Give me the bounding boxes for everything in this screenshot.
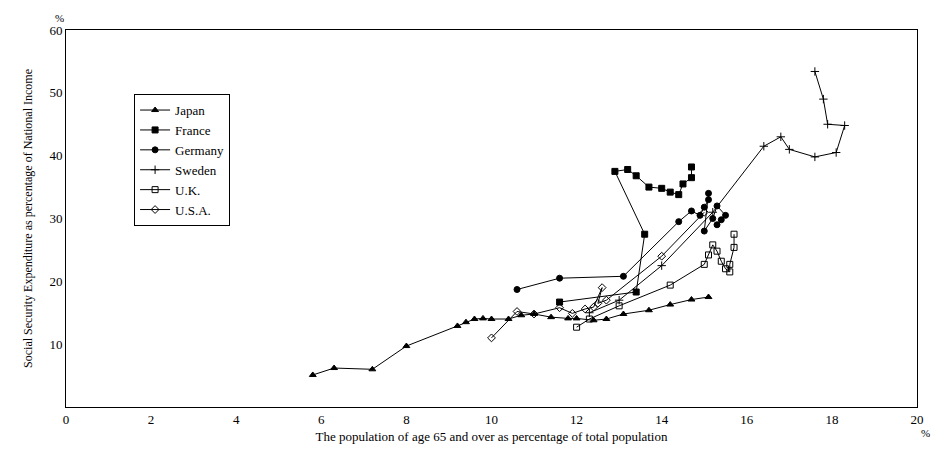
svg-text:12: 12 xyxy=(570,412,583,427)
svg-text:2: 2 xyxy=(148,412,155,427)
svg-text:%: % xyxy=(55,12,64,24)
svg-text:30: 30 xyxy=(49,211,62,226)
svg-text:16: 16 xyxy=(740,412,754,427)
svg-text:U.K.: U.K. xyxy=(175,183,200,198)
svg-text:Germany: Germany xyxy=(175,143,224,158)
svg-text:14: 14 xyxy=(655,412,669,427)
svg-text:18: 18 xyxy=(825,412,838,427)
svg-text:20: 20 xyxy=(49,274,62,289)
svg-text:U.S.A.: U.S.A. xyxy=(175,203,211,218)
svg-text:40: 40 xyxy=(49,148,62,163)
svg-text:60: 60 xyxy=(49,23,62,38)
svg-text:The population of age 65 and o: The population of age 65 and over as per… xyxy=(316,429,668,444)
svg-text:France: France xyxy=(175,123,211,138)
svg-text:%: % xyxy=(921,427,930,439)
svg-text:20: 20 xyxy=(911,412,924,427)
svg-text:Japan: Japan xyxy=(175,103,205,118)
svg-text:Social Security Expenditure as: Social Security Expenditure as percentag… xyxy=(21,69,35,368)
svg-text:4: 4 xyxy=(233,412,240,427)
svg-text:8: 8 xyxy=(403,412,410,427)
svg-text:10: 10 xyxy=(485,412,498,427)
svg-text:50: 50 xyxy=(49,85,62,100)
svg-text:10: 10 xyxy=(49,337,62,352)
svg-text:0: 0 xyxy=(63,412,70,427)
svg-text:Sweden: Sweden xyxy=(175,163,217,178)
svg-text:6: 6 xyxy=(318,412,325,427)
